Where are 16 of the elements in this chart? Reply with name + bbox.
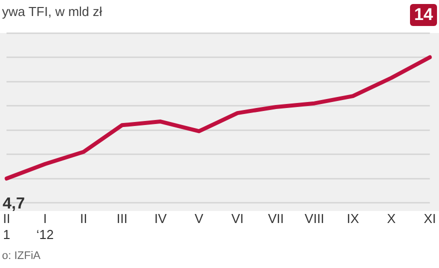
x-tick-label: III	[116, 211, 128, 226]
x-tick-label: VI	[231, 211, 244, 226]
x-tick-label: VII	[268, 211, 284, 226]
x-tick-label: VIII	[304, 211, 324, 226]
x-tick-label: II 1	[3, 211, 10, 242]
x-tick-label: X	[387, 211, 396, 226]
x-tick-label: II	[80, 211, 88, 226]
text: 14	[410, 4, 437, 26]
x-tick-label: XI	[424, 211, 436, 226]
x-tick-label: IV	[154, 211, 167, 226]
text: o: IZFiA	[2, 250, 41, 262]
x-tick-label: I ‘12	[36, 211, 54, 242]
annotation: 4,7	[2, 196, 25, 213]
chart-title: ywa TFI, w mld zł	[2, 4, 102, 19]
x-tick-label: IX	[346, 211, 360, 226]
x-tick-label: V	[194, 211, 204, 226]
